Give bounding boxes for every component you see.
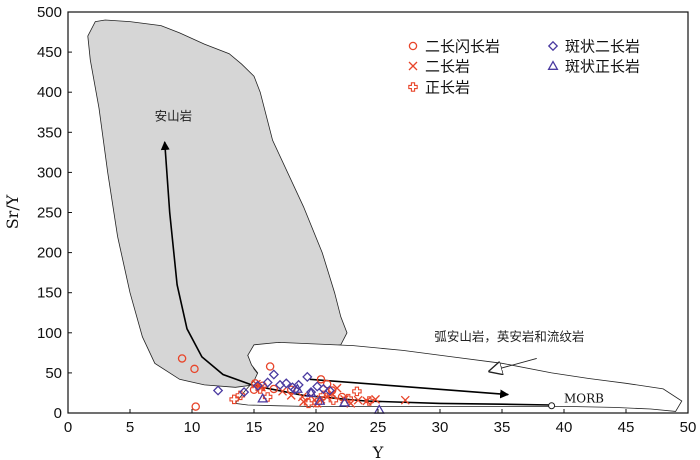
data-point-3-4 (268, 369, 279, 380)
data-point-2-9 (318, 390, 329, 401)
data-point-3-3 (262, 377, 273, 388)
region-0 (87, 19, 348, 388)
y-tick-label-5: 250 (37, 205, 62, 222)
legend-marker-1 (408, 61, 418, 71)
x-tick-label-2: 10 (184, 419, 201, 436)
legend-entry-3: 斑状二长岩 (547, 38, 640, 56)
data-point-4-3 (314, 395, 326, 405)
data-point-0-8 (316, 375, 326, 384)
data-point-4-4 (338, 396, 351, 407)
data-point-3-1 (238, 387, 250, 398)
legend-marker-4 (547, 60, 559, 70)
x-tick-label-5: 25 (370, 419, 387, 436)
legend-entry-2: 正长岩 (408, 79, 470, 97)
data-point-2-6 (343, 393, 353, 404)
legend-entry-4: 斑状正长岩 (547, 58, 640, 76)
legend-label-3: 斑状二长岩 (565, 38, 640, 56)
legend-label-1: 二长岩 (425, 58, 470, 76)
data-point-2-4 (312, 397, 322, 408)
x-tick-label-6: 30 (432, 419, 449, 436)
data-point-0-3 (265, 362, 275, 371)
data-point-1-11 (362, 396, 372, 406)
y-tick-label-3: 150 (37, 285, 62, 302)
data-point-2-7 (352, 386, 362, 397)
y-tick-label-0: 0 (54, 405, 62, 422)
y-tick-label-2: 100 (37, 325, 62, 342)
x-axis-title: Y (372, 443, 384, 460)
region-label-1: 弧安山岩，英安岩和流纹岩 (434, 329, 584, 344)
data-point-2-3 (303, 398, 314, 409)
data-point-3-13 (274, 379, 286, 391)
y-axis-title: Sr/Y (3, 194, 22, 229)
y-tick-label-6: 300 (37, 164, 62, 181)
data-point-3-11 (318, 383, 329, 395)
data-point-3-12 (324, 385, 335, 396)
y-tick-label-10: 500 (37, 4, 62, 21)
x-tick-label-8: 40 (556, 419, 573, 436)
x-tick-label-3: 15 (246, 419, 263, 436)
legend-label-4: 斑状正长岩 (565, 58, 640, 76)
legend-entry-0: 二长闪长岩 (408, 38, 500, 56)
data-point-2-8 (364, 396, 375, 406)
x-tick-label-9: 45 (618, 419, 635, 436)
x-tick-label-4: 20 (308, 419, 325, 436)
legend-marker-2 (408, 82, 418, 92)
data-point-3-10 (312, 381, 323, 392)
data-point-0-1 (190, 364, 199, 374)
data-point-3-8 (302, 371, 313, 383)
data-point-2-5 (328, 395, 339, 405)
data-point-3-14 (289, 384, 301, 395)
y-tick-label-9: 450 (37, 44, 62, 61)
trend-straight-arrow (309, 378, 510, 399)
region-label-0: 安山岩 (155, 108, 193, 123)
legend-entry-1: 二长岩 (408, 58, 470, 76)
pointer-arrow (490, 358, 537, 371)
legend-label-2: 正长岩 (425, 79, 470, 97)
x-tick-label-1: 5 (126, 419, 134, 436)
data-point-3-5 (281, 378, 292, 389)
trend-layer: MORB (160, 141, 604, 410)
data-point-0-11 (269, 384, 279, 394)
series-2 (229, 384, 375, 409)
morb-label: MORB (564, 392, 604, 406)
y-tick-label-8: 400 (37, 84, 62, 101)
y-tick-label-4: 200 (37, 245, 62, 262)
data-point-3-2 (252, 380, 263, 391)
x-tick-label-7: 35 (494, 419, 511, 436)
x-tick-label-10: 50 (680, 419, 697, 436)
data-point-4-0 (257, 392, 269, 403)
data-point-1-13 (400, 395, 410, 405)
legend-marker-0 (408, 41, 418, 51)
axes-layer: 0 5 10 15 20 25 30 35 40 45 5005010015020025030035… (37, 4, 696, 436)
data-point-3-0 (212, 385, 224, 396)
legend-marker-3 (547, 40, 559, 52)
data-point-0-0 (177, 354, 187, 363)
data-point-0-2 (191, 402, 200, 411)
morb-point (548, 402, 556, 410)
y-tick-label-7: 350 (37, 124, 62, 141)
legend-label-0: 二长闪长岩 (425, 38, 500, 56)
y-tick-label-1: 50 (45, 365, 62, 382)
data-point-1-10 (353, 395, 363, 405)
data-point-4-2 (305, 387, 317, 397)
x-tick-label-0: 0 (64, 419, 72, 436)
trend-curve-arrow (160, 141, 552, 406)
data-point-4-1 (291, 383, 303, 393)
data-point-2-0 (229, 394, 239, 405)
